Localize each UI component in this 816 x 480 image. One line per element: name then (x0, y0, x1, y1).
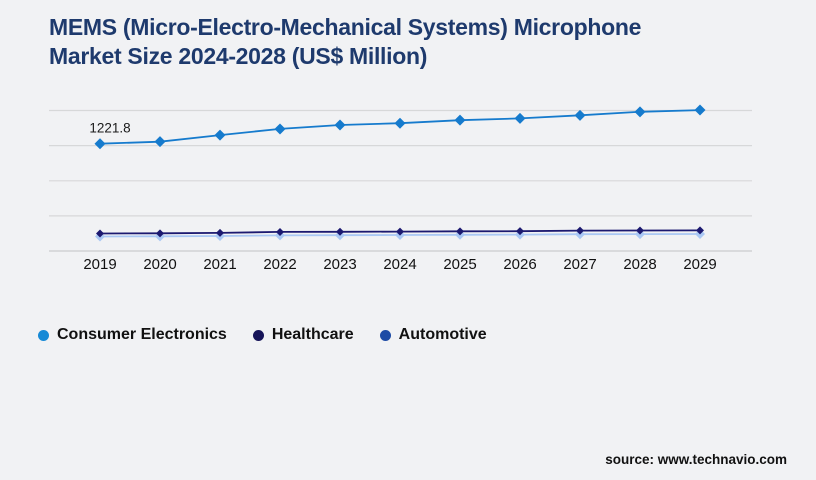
data-point-consumer-electronics[interactable] (454, 114, 466, 126)
data-point-consumer-electronics[interactable] (694, 104, 706, 116)
x-axis-label: 2025 (443, 256, 476, 273)
chart-title-line2: Market Size 2024-2028 (US$ Million) (49, 43, 428, 69)
x-axis-label: 2019 (83, 256, 116, 273)
data-point-consumer-electronics[interactable] (574, 109, 586, 121)
legend-label-healthcare: Healthcare (271, 326, 354, 343)
data-point-consumer-electronics[interactable] (514, 112, 526, 124)
data-point-consumer-electronics[interactable] (274, 123, 286, 135)
x-axis-label: 2026 (503, 256, 536, 273)
data-label: 1221.8 (89, 121, 130, 136)
data-point-healthcare[interactable] (396, 227, 404, 236)
data-point-healthcare[interactable] (216, 228, 224, 237)
x-axis-label: 2020 (143, 256, 176, 273)
data-point-consumer-electronics[interactable] (214, 129, 226, 141)
data-point-healthcare[interactable] (456, 227, 464, 236)
data-point-consumer-electronics[interactable] (334, 119, 346, 131)
data-point-healthcare[interactable] (696, 226, 704, 235)
data-point-healthcare[interactable] (516, 227, 524, 236)
data-point-consumer-electronics[interactable] (94, 138, 106, 150)
data-point-healthcare[interactable] (96, 229, 104, 238)
legend-label-consumer-electronics: Consumer Electronics (57, 326, 227, 343)
x-axis-label: 2024 (383, 256, 416, 273)
x-axis-label: 2029 (683, 256, 716, 273)
legend-dot-automotive (379, 329, 391, 341)
data-point-healthcare[interactable] (156, 229, 164, 238)
data-point-healthcare[interactable] (276, 227, 284, 236)
legend-dot-healthcare (252, 329, 264, 341)
chart-title-line1: MEMS (Micro-Electro-Mechanical Systems) … (49, 14, 642, 40)
data-point-healthcare[interactable] (636, 226, 644, 235)
chart-legend: Consumer Electronics Healthcare Automotive (38, 326, 487, 344)
x-axis-label: 2028 (623, 256, 656, 273)
chart-title: MEMS (Micro-Electro-Mechanical Systems) … (49, 13, 641, 71)
data-point-consumer-electronics[interactable] (154, 136, 166, 148)
x-axis-label: 2021 (203, 256, 236, 273)
data-point-healthcare[interactable] (336, 227, 344, 236)
legend-item-healthcare[interactable]: Healthcare (252, 326, 354, 344)
data-point-healthcare[interactable] (576, 226, 584, 235)
x-axis-label: 2023 (323, 256, 356, 273)
data-point-consumer-electronics[interactable] (394, 117, 406, 129)
legend-item-consumer-electronics[interactable]: Consumer Electronics (38, 326, 227, 344)
x-axis-label: 2027 (563, 256, 596, 273)
data-point-consumer-electronics[interactable] (634, 106, 646, 118)
x-axis-label: 2022 (263, 256, 296, 273)
legend-item-automotive[interactable]: Automotive (379, 326, 487, 344)
legend-label-automotive: Automotive (398, 326, 487, 343)
legend-dot-consumer-electronics (38, 329, 49, 341)
source-attribution: source: www.technavio.com (605, 452, 787, 467)
chart-plot: 1221.8 2019 2020 2021 2022 2023 2024 2025 2026 20… (49, 104, 752, 273)
